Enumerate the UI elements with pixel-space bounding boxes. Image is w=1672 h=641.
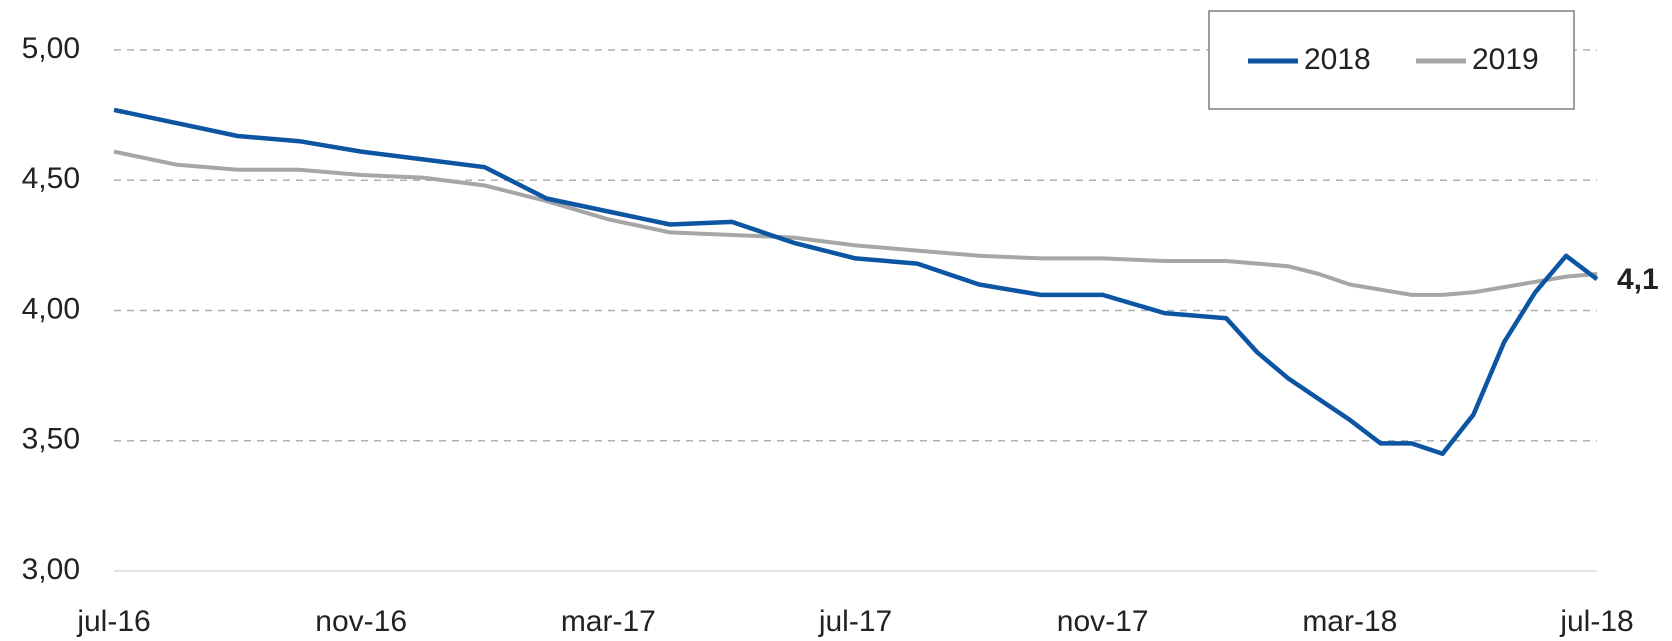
legend-label: 2018 xyxy=(1304,43,1371,76)
x-tick-label: mar-18 xyxy=(1302,605,1397,638)
x-tick-label: nov-16 xyxy=(315,605,407,638)
y-tick-label: 5,00 xyxy=(22,32,80,65)
y-tick-label: 3,00 xyxy=(22,553,80,586)
line-series xyxy=(113,149,1598,297)
x-tick-label: jul-18 xyxy=(1559,605,1633,638)
y-tick-label: 4,50 xyxy=(22,162,80,195)
x-tick-label: mar-17 xyxy=(561,605,656,638)
y-tick-label: 3,50 xyxy=(22,423,80,456)
annotation: 4,1 xyxy=(1617,263,1659,296)
legend-label: 2019 xyxy=(1472,43,1539,76)
x-tick-label: jul-17 xyxy=(818,605,892,638)
line-series xyxy=(113,107,1599,457)
y-tick-label: 4,00 xyxy=(22,292,80,325)
x-tick-label: jul-16 xyxy=(76,605,150,638)
x-tick-label: nov-17 xyxy=(1057,605,1149,638)
